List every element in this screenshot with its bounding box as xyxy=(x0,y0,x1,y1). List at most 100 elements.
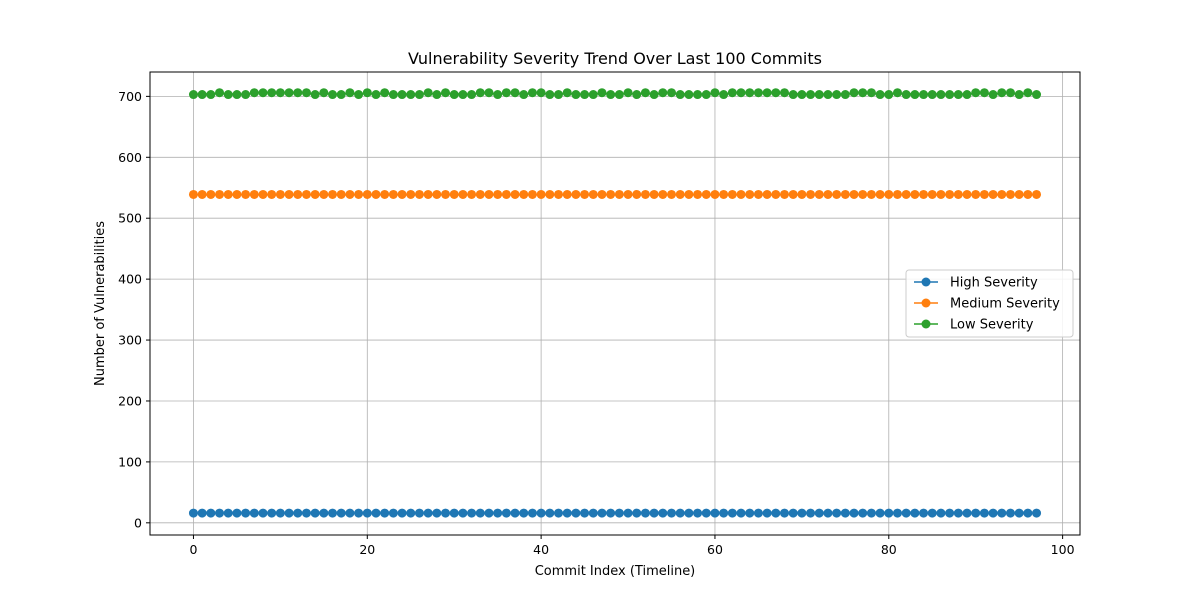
data-point xyxy=(953,90,963,100)
data-point xyxy=(441,88,451,98)
data-point xyxy=(997,508,1007,518)
data-point xyxy=(267,88,277,98)
data-point xyxy=(936,189,946,199)
data-point xyxy=(832,90,842,100)
data-point xyxy=(710,88,720,98)
data-point xyxy=(866,189,876,199)
data-point xyxy=(345,508,355,518)
legend-item: Low Severity xyxy=(914,318,1034,333)
data-point xyxy=(310,189,320,199)
data-point xyxy=(779,189,789,199)
data-point xyxy=(336,508,346,518)
data-point xyxy=(223,508,233,518)
data-point xyxy=(675,508,685,518)
data-point xyxy=(449,90,459,100)
plot-frame xyxy=(149,71,1081,536)
data-point xyxy=(753,189,763,199)
data-point xyxy=(484,189,494,199)
data-point xyxy=(667,88,676,98)
data-point xyxy=(979,189,989,199)
data-point xyxy=(545,90,555,100)
data-point xyxy=(649,189,659,199)
data-point xyxy=(945,508,955,518)
data-point xyxy=(536,508,546,518)
data-point xyxy=(501,508,511,518)
data-point xyxy=(632,508,642,518)
data-point xyxy=(684,90,694,100)
data-point xyxy=(597,88,607,98)
data-point xyxy=(527,88,537,98)
data-point xyxy=(467,189,477,199)
data-point xyxy=(449,508,459,518)
data-point xyxy=(623,189,633,199)
data-point xyxy=(267,189,277,199)
data-point xyxy=(467,508,477,518)
data-point xyxy=(284,88,294,98)
data-point xyxy=(223,90,233,100)
data-point xyxy=(1032,189,1042,199)
data-point xyxy=(919,189,929,199)
data-point xyxy=(458,189,468,199)
data-point xyxy=(588,189,598,199)
data-point xyxy=(188,508,198,518)
data-point xyxy=(475,88,485,98)
data-point xyxy=(380,508,390,518)
data-point xyxy=(606,508,616,518)
data-point xyxy=(875,508,885,518)
y-tick-label: 100 xyxy=(118,454,142,469)
data-point xyxy=(997,189,1007,199)
data-point xyxy=(493,90,503,100)
data-point xyxy=(458,90,468,100)
data-point xyxy=(962,508,972,518)
data-point xyxy=(710,508,720,518)
data-point xyxy=(658,508,668,518)
data-point xyxy=(258,88,268,98)
data-point xyxy=(1014,508,1024,518)
data-point xyxy=(414,508,424,518)
data-point xyxy=(806,189,816,199)
data-point xyxy=(293,508,303,518)
data-point xyxy=(597,508,607,518)
data-point xyxy=(397,189,407,199)
data-point xyxy=(719,90,729,100)
data-point xyxy=(571,189,581,199)
data-point xyxy=(215,508,225,518)
data-point xyxy=(762,189,772,199)
data-point xyxy=(580,90,590,100)
data-point xyxy=(432,189,442,199)
data-point xyxy=(614,189,624,199)
data-point xyxy=(380,88,390,98)
data-point xyxy=(832,508,842,518)
data-point xyxy=(971,88,981,98)
data-point xyxy=(1023,189,1033,199)
data-point xyxy=(849,508,859,518)
data-point xyxy=(1023,508,1033,518)
chart-title: Vulnerability Severity Trend Over Last 1… xyxy=(408,49,822,68)
data-point xyxy=(919,90,929,100)
data-point xyxy=(328,90,338,100)
data-point xyxy=(814,90,824,100)
data-point xyxy=(858,88,868,98)
data-point xyxy=(493,189,503,199)
data-point xyxy=(406,508,416,518)
data-point xyxy=(284,189,294,199)
axis-ticks: 0 20 40 60 80 100 0 100 200 300 400 500 600 700 xyxy=(118,89,1074,557)
data-point xyxy=(554,90,563,100)
data-point xyxy=(693,90,703,100)
data-point xyxy=(580,189,590,199)
legend-swatch-marker xyxy=(921,319,931,329)
data-point xyxy=(658,189,668,199)
data-point xyxy=(814,508,824,518)
data-point xyxy=(806,90,816,100)
data-point xyxy=(762,508,772,518)
data-point xyxy=(536,88,546,98)
data-point xyxy=(901,90,911,100)
data-point xyxy=(571,508,581,518)
data-point xyxy=(823,508,833,518)
data-point xyxy=(249,88,259,98)
data-point xyxy=(223,189,233,199)
data-point xyxy=(832,189,842,199)
data-point xyxy=(197,508,207,518)
data-point xyxy=(919,508,929,518)
data-point xyxy=(441,508,451,518)
